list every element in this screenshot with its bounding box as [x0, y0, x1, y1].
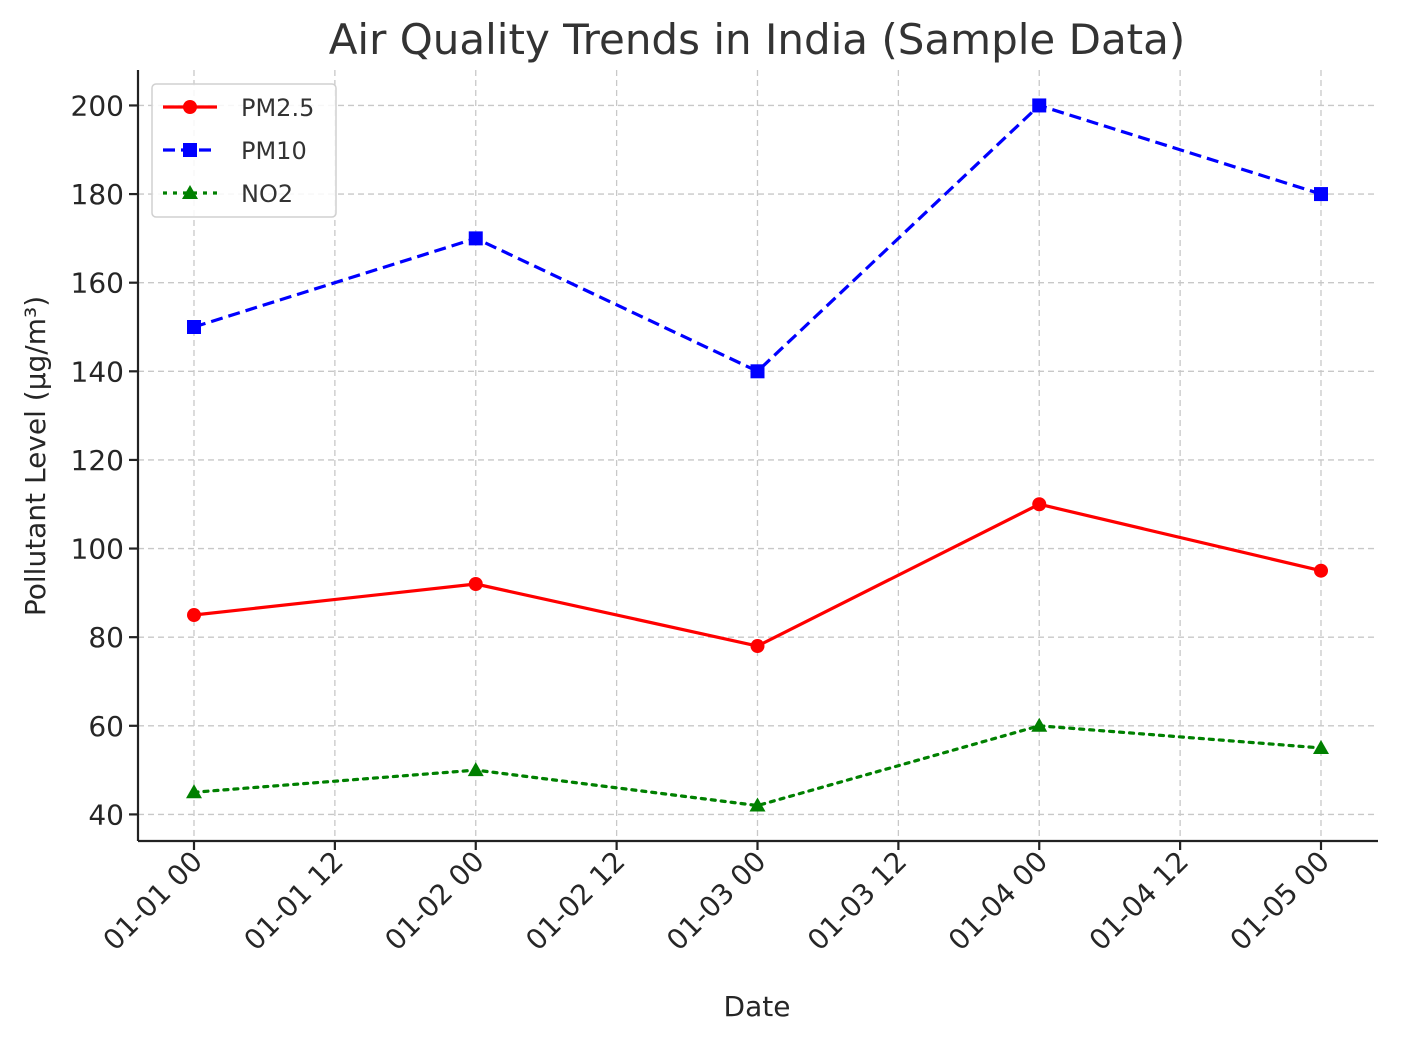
y-tick-label: 160	[71, 267, 124, 300]
series-pm10	[187, 98, 1328, 379]
grid	[138, 70, 1378, 841]
legend-no2-marker	[182, 185, 198, 199]
series-layer	[186, 98, 1329, 812]
x-tick-label: 01-03 12	[801, 845, 913, 957]
no2-point	[1031, 717, 1048, 732]
x-tick-label: 01-04 00	[942, 845, 1054, 957]
legend-pm2-5-marker	[183, 100, 197, 114]
legend-box	[151, 83, 337, 218]
x-tick-label: 01-01 12	[237, 845, 349, 957]
y-tick-label: 120	[71, 444, 124, 477]
y-tick-label: 60	[88, 710, 124, 743]
no2-point	[186, 784, 202, 799]
y-tick-label: 200	[71, 89, 124, 122]
legend-pm2-5-label: PM2.5	[241, 94, 314, 122]
no2-point	[467, 762, 484, 777]
series-no2	[186, 717, 1329, 812]
pm10-point	[750, 364, 765, 379]
no2-point	[1313, 739, 1329, 754]
pm2-5-point	[1314, 563, 1328, 578]
y-axis-title: Pollutant Level (µg/m³)	[19, 296, 52, 616]
y-tick-label: 80	[88, 621, 124, 654]
pm10-point	[1032, 98, 1047, 113]
pm10-point	[468, 231, 483, 246]
x-tick-label: 01-05 00	[1224, 845, 1336, 957]
no2-point	[749, 797, 766, 812]
no2-line	[192, 724, 1323, 808]
x-axis-title: Date	[724, 990, 791, 1023]
pm10-point	[187, 320, 201, 334]
legend-pm10-marker	[183, 143, 197, 157]
y-tick-label: 40	[88, 798, 124, 831]
chart-title: Air Quality Trends in India (Sample Data…	[329, 15, 1186, 64]
y-tick-label: 180	[71, 178, 124, 211]
x-tick-label: 01-01 00	[97, 845, 209, 957]
x-tick-label: 01-03 00	[660, 845, 772, 957]
pm10-point	[1314, 187, 1328, 202]
pm2-5-point	[187, 608, 201, 623]
pm2-5-point	[468, 577, 483, 591]
legend-pm10-label: PM10	[241, 137, 307, 165]
pm2-5-point	[1032, 497, 1047, 512]
pm2-5-point	[750, 639, 765, 654]
x-tick-label: 01-02 12	[519, 845, 631, 957]
y-tick-label: 100	[71, 533, 124, 566]
series-pm2-5	[187, 497, 1328, 654]
legend-no2-label: NO2	[241, 180, 293, 208]
x-tick-label: 01-02 00	[378, 845, 490, 957]
x-tick-label: 01-04 12	[1083, 845, 1195, 957]
legend: PM2.5 PM10 NO2	[151, 83, 337, 218]
y-tick-label: 140	[71, 355, 124, 388]
